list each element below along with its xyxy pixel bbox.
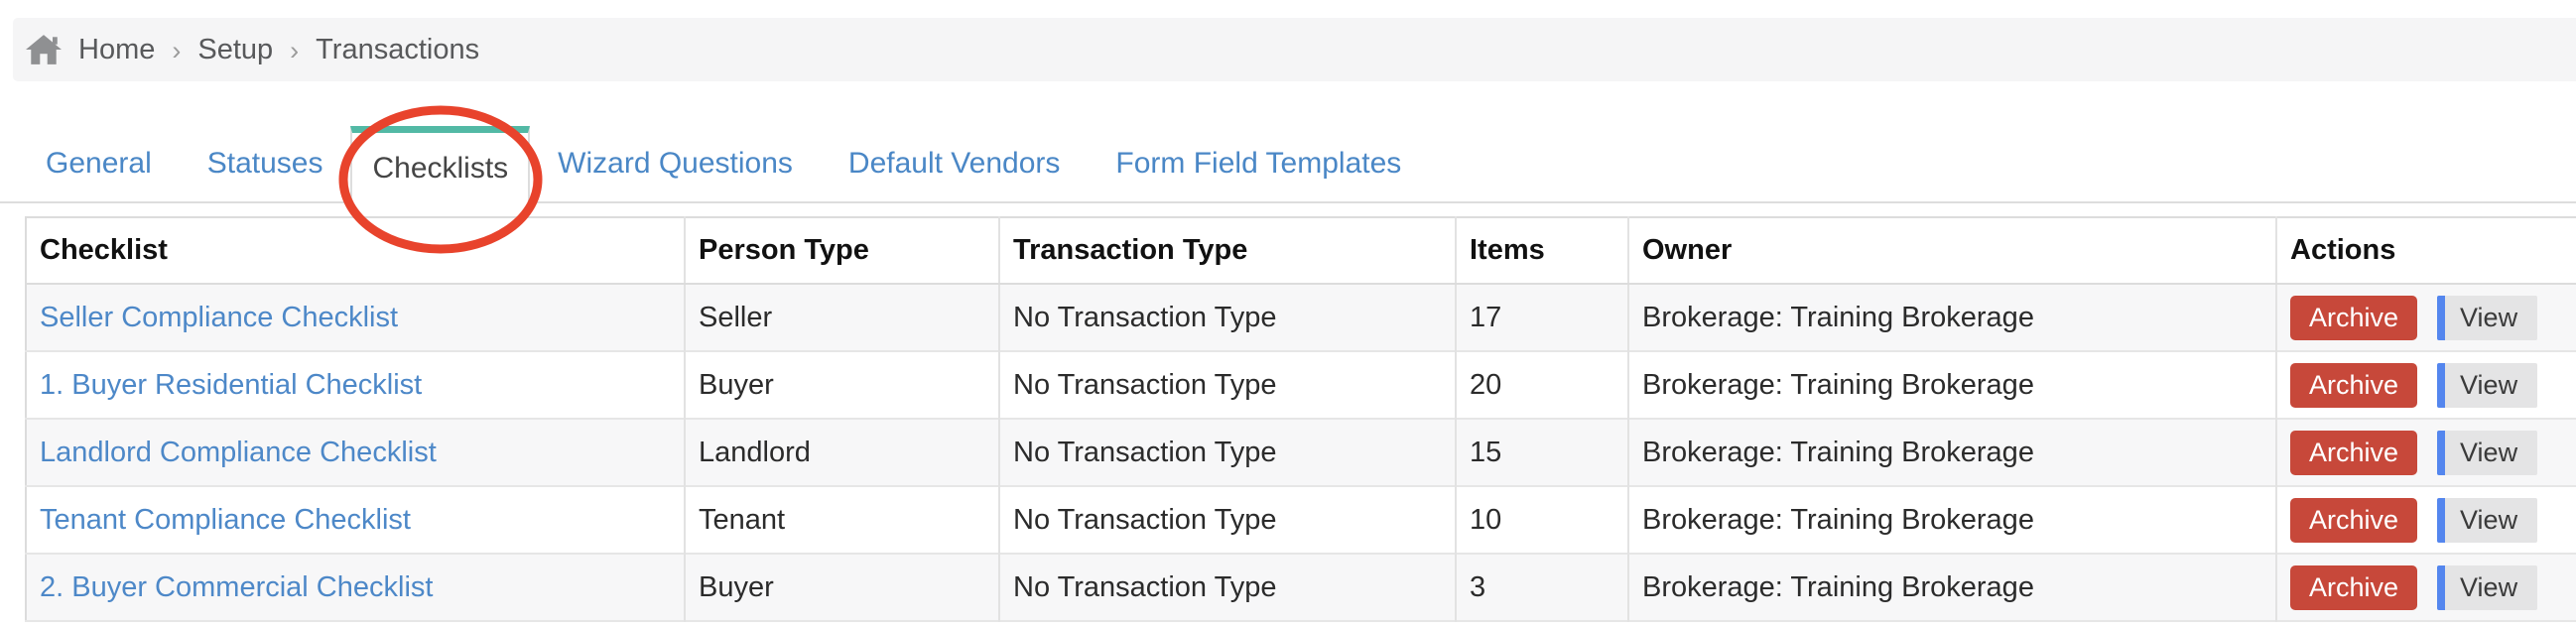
owner-cell: Brokerage: Training Brokerage xyxy=(1627,351,2276,419)
table-row: Tenant Compliance Checklist Tenant No Tr… xyxy=(26,486,2576,554)
tab-form-field-templates[interactable]: Form Field Templates xyxy=(1115,147,1402,180)
archive-button[interactable]: Archive xyxy=(2290,497,2418,543)
view-button[interactable]: View xyxy=(2437,564,2538,610)
checklist-link[interactable]: Seller Compliance Checklist xyxy=(40,301,399,333)
table-row: 1. Buyer Residential Checklist Buyer No … xyxy=(26,351,2576,419)
owner-cell: Brokerage: Training Brokerage xyxy=(1627,284,2276,351)
checklists-table: Checklist Person Type Transaction Type I… xyxy=(25,216,2576,622)
archive-button[interactable]: Archive xyxy=(2290,564,2418,610)
person-type-cell: Landlord xyxy=(684,419,999,486)
items-count-cell: 3 xyxy=(1455,554,1628,621)
table-header-row: Checklist Person Type Transaction Type I… xyxy=(26,217,2576,285)
transaction-type-cell: No Transaction Type xyxy=(998,486,1456,554)
checklist-link[interactable]: Tenant Compliance Checklist xyxy=(40,503,411,536)
table-row: Seller Compliance Checklist Seller No Tr… xyxy=(26,284,2576,351)
col-header-person-type: Person Type xyxy=(684,217,999,285)
owner-cell: Brokerage: Training Brokerage xyxy=(1627,554,2276,621)
breadcrumb-current-page: Transactions xyxy=(316,33,480,65)
items-count-cell: 10 xyxy=(1455,486,1628,554)
breadcrumb: Home › Setup › Transactions xyxy=(13,18,2576,81)
person-type-cell: Buyer xyxy=(684,554,999,621)
items-count-cell: 15 xyxy=(1455,419,1628,486)
transaction-type-cell: No Transaction Type xyxy=(998,284,1456,351)
view-button[interactable]: View xyxy=(2437,295,2538,340)
checklist-link[interactable]: 2. Buyer Commercial Checklist xyxy=(40,570,434,603)
tab-checklists[interactable]: Checklists xyxy=(338,105,543,253)
person-type-cell: Buyer xyxy=(684,351,999,419)
owner-cell: Brokerage: Training Brokerage xyxy=(1627,486,2276,554)
checklist-link[interactable]: 1. Buyer Residential Checklist xyxy=(40,368,423,401)
owner-cell: Brokerage: Training Brokerage xyxy=(1627,419,2276,486)
col-header-owner: Owner xyxy=(1627,217,2276,285)
items-count-cell: 17 xyxy=(1455,284,1628,351)
tabs-nav: General Statuses Checklists Wizard Quest… xyxy=(0,105,2576,253)
person-type-cell: Seller xyxy=(684,284,999,351)
items-count-cell: 20 xyxy=(1455,351,1628,419)
table-row: Landlord Compliance Checklist Landlord N… xyxy=(26,419,2576,486)
view-button[interactable]: View xyxy=(2437,430,2538,475)
archive-button[interactable]: Archive xyxy=(2290,430,2418,475)
checklists-table-container: Checklist Person Type Transaction Type I… xyxy=(25,216,2576,622)
tab-wizard-questions[interactable]: Wizard Questions xyxy=(558,147,793,180)
view-button[interactable]: View xyxy=(2437,497,2538,543)
home-icon xyxy=(26,34,62,65)
archive-button[interactable]: Archive xyxy=(2290,295,2418,340)
breadcrumb-separator: › xyxy=(290,35,300,65)
checklist-link[interactable]: Landlord Compliance Checklist xyxy=(40,436,437,468)
tab-statuses[interactable]: Statuses xyxy=(206,147,323,180)
transaction-type-cell: No Transaction Type xyxy=(998,554,1456,621)
transaction-type-cell: No Transaction Type xyxy=(998,419,1456,486)
col-header-items: Items xyxy=(1455,217,1628,285)
breadcrumb-home[interactable]: Home xyxy=(78,33,156,65)
view-button[interactable]: View xyxy=(2437,362,2538,408)
col-header-actions: Actions xyxy=(2275,217,2576,285)
archive-button[interactable]: Archive xyxy=(2290,362,2418,408)
tab-general[interactable]: General xyxy=(46,147,152,180)
breadcrumb-setup[interactable]: Setup xyxy=(197,33,274,65)
tab-checklists-label: Checklists xyxy=(372,151,509,185)
col-header-transaction-type: Transaction Type xyxy=(998,217,1456,285)
breadcrumb-separator: › xyxy=(172,35,182,65)
table-row: 2. Buyer Commercial Checklist Buyer No T… xyxy=(26,554,2576,621)
transaction-type-cell: No Transaction Type xyxy=(998,351,1456,419)
person-type-cell: Tenant xyxy=(684,486,999,554)
col-header-checklist: Checklist xyxy=(26,217,685,285)
tab-default-vendors[interactable]: Default Vendors xyxy=(847,147,1061,180)
